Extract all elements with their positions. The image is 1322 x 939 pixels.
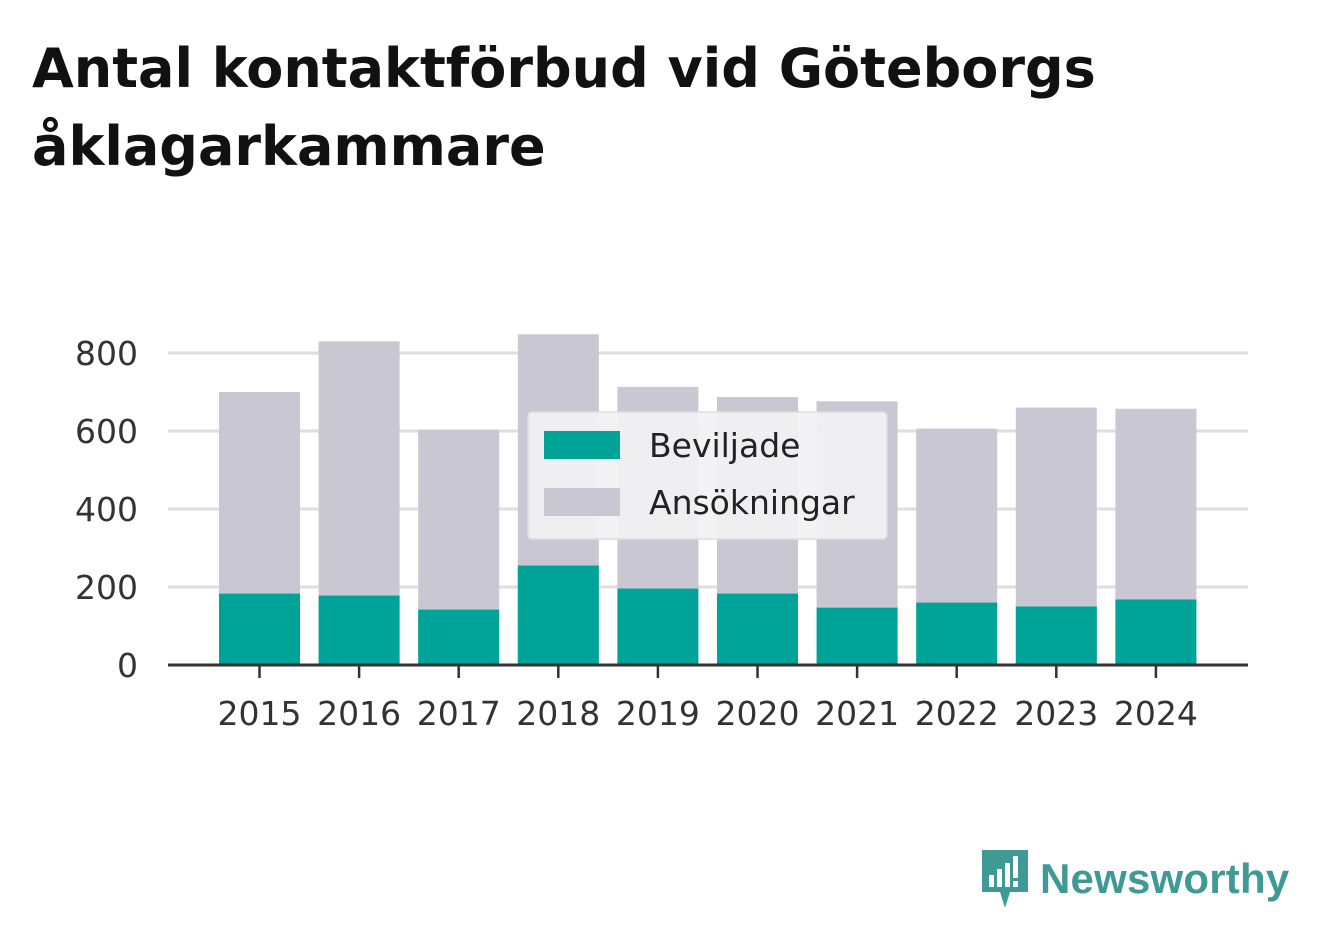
y-tick-label: 600 xyxy=(75,412,138,451)
x-tick-label-2024: 2024 xyxy=(1114,694,1198,733)
y-tick-label: 200 xyxy=(75,568,138,607)
legend-label-beviljade: Beviljade xyxy=(649,426,800,465)
brand-name: Newsworthy xyxy=(1040,855,1290,902)
y-tick-label: 800 xyxy=(75,334,138,373)
x-tick-label-2018: 2018 xyxy=(516,694,600,733)
axes: 0 200 400 600 800 2015 2016 2017 2018 2019 2020 202… xyxy=(75,334,1248,733)
x-tick-label-2023: 2023 xyxy=(1014,694,1098,733)
bar-beviljade-2024 xyxy=(1115,599,1197,665)
legend-swatch-beviljade xyxy=(544,431,620,459)
bar-beviljade-2020 xyxy=(717,593,798,665)
x-tick-label-2022: 2022 xyxy=(915,694,999,733)
bar-beviljade-2022 xyxy=(916,602,998,665)
x-tick-label-2015: 2015 xyxy=(218,694,302,733)
newsworthy-logo-icon xyxy=(982,850,1028,908)
x-tick-label-2020: 2020 xyxy=(716,694,800,733)
chart-title: Antal kontaktförbud vid Göteborgs åklaga… xyxy=(32,37,1096,178)
bar-beviljade-2023 xyxy=(1015,606,1097,665)
brand-logo: Newsworthy xyxy=(980,848,1289,910)
bar-beviljade-2021 xyxy=(816,607,898,665)
legend-swatch-ansokningar xyxy=(544,488,620,516)
x-tick-label-2019: 2019 xyxy=(616,694,700,733)
x-tick-label-2017: 2017 xyxy=(417,694,501,733)
x-tick-label-2016: 2016 xyxy=(317,694,401,733)
bar-beviljade-2016 xyxy=(318,595,400,665)
y-tick-label: 400 xyxy=(75,490,138,529)
bar-beviljade-2018 xyxy=(517,565,599,665)
x-tick-label-2021: 2021 xyxy=(815,694,899,733)
bars xyxy=(219,334,1197,665)
bar-beviljade-2015 xyxy=(219,593,300,665)
legend-label-ansokningar: Ansökningar xyxy=(649,483,855,522)
legend: Beviljade Ansökningar xyxy=(527,411,888,540)
bar-beviljade-2019 xyxy=(617,588,699,665)
y-tick-label: 0 xyxy=(117,646,138,685)
bar-beviljade-2017 xyxy=(418,609,500,665)
